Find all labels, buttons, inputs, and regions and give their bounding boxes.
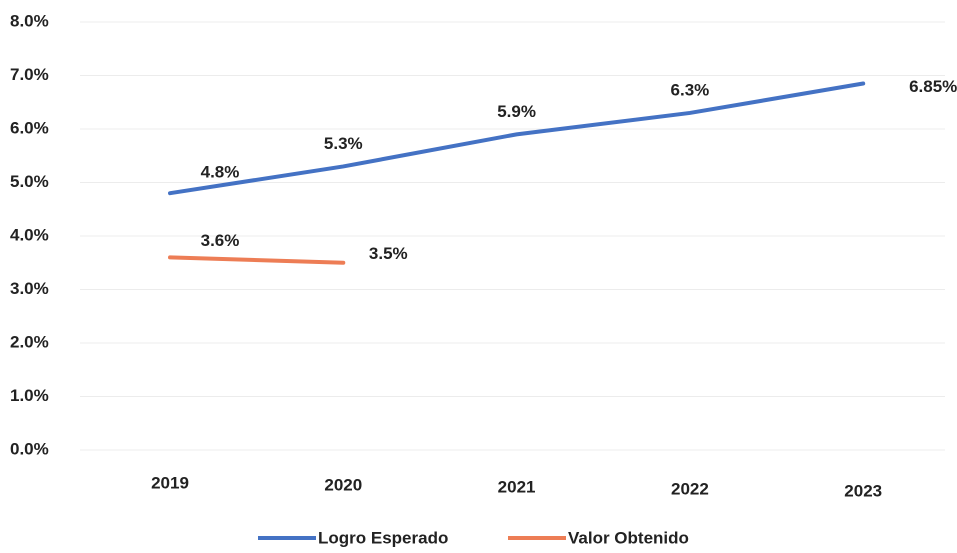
x-tick-label: 2022 [671,479,709,498]
x-tick-label: 2019 [151,473,189,492]
y-tick-label: 5.0% [10,172,49,191]
data-label: 5.3% [324,134,363,153]
data-label: 3.5% [369,244,408,263]
y-tick-label: 1.0% [10,386,49,405]
legend-label: Logro Esperado [318,528,448,547]
data-label: 6.3% [671,80,710,99]
data-label: 5.9% [497,102,536,121]
x-tick-label: 2023 [844,481,882,500]
legend-label: Valor Obtenido [568,528,689,547]
y-tick-label: 7.0% [10,65,49,84]
data-label: 6.85% [909,77,957,96]
y-tick-label: 3.0% [10,279,49,298]
y-tick-label: 0.0% [10,439,49,458]
y-tick-label: 8.0% [10,11,49,30]
x-tick-label: 2021 [498,477,536,496]
data-label: 3.6% [201,231,240,250]
data-label: 4.8% [201,163,240,182]
series-line [168,81,866,196]
y-tick-label: 6.0% [10,118,49,137]
y-tick-label: 2.0% [10,332,49,351]
x-tick-label: 2020 [324,475,362,494]
series-line [168,255,346,265]
y-tick-label: 4.0% [10,225,49,244]
